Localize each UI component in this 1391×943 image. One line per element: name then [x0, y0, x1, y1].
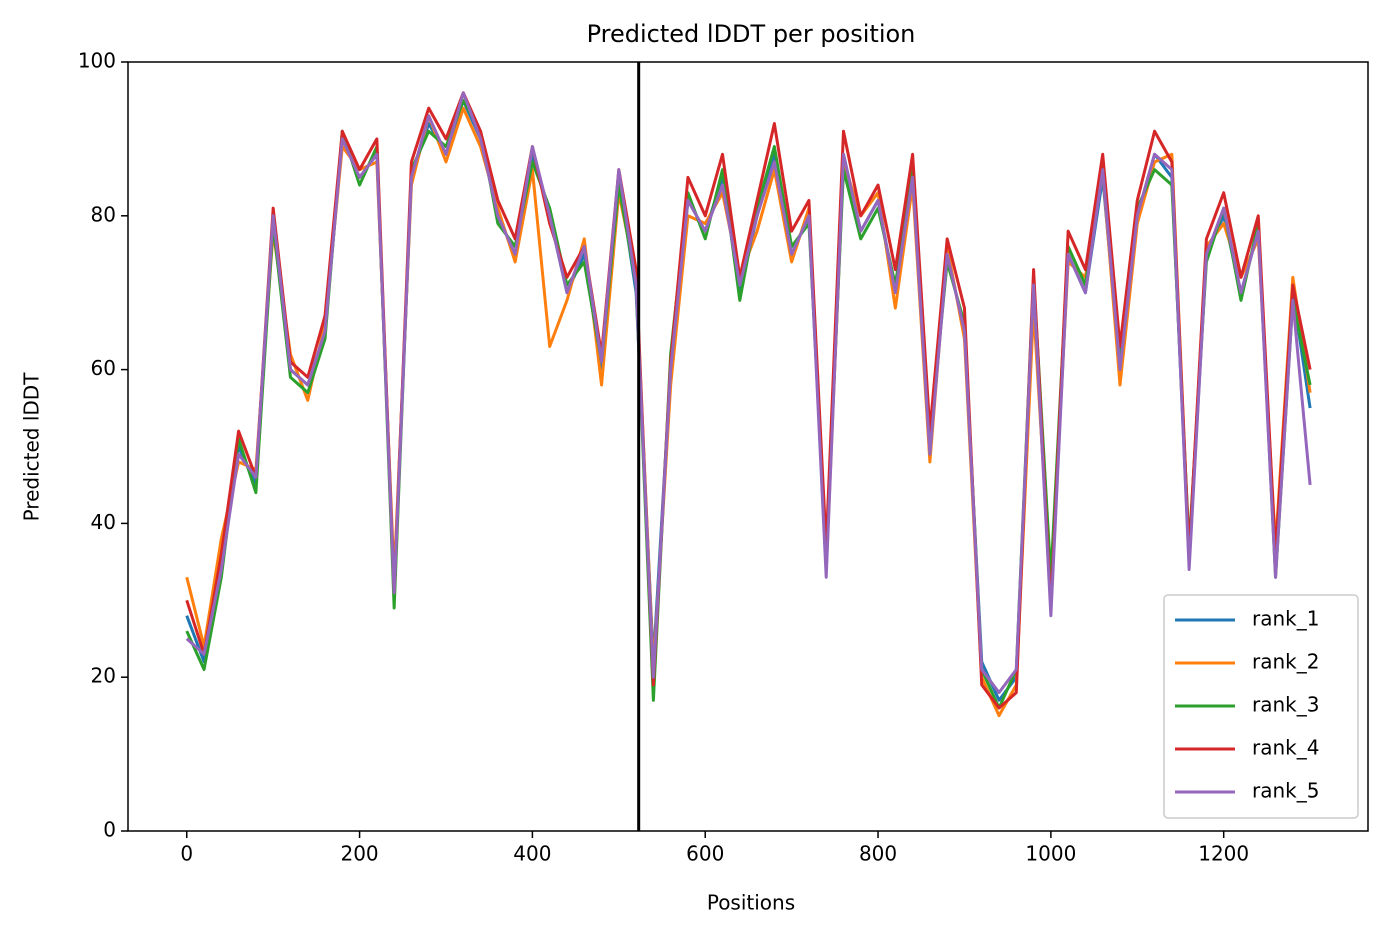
axes-frame — [127, 61, 1369, 832]
x-tick-label: 0 — [180, 842, 193, 866]
x-tick-label: 200 — [340, 842, 378, 866]
x-tick-label: 400 — [513, 842, 551, 866]
legend-label: rank_2 — [1252, 650, 1319, 674]
x-tick-label: 600 — [686, 842, 724, 866]
y-tick-label: 0 — [103, 818, 116, 842]
legend-label: rank_4 — [1252, 736, 1319, 760]
y-tick-label: 60 — [91, 356, 116, 380]
x-tick-label: 1200 — [1198, 842, 1249, 866]
chart-title: Predicted lDDT per position — [587, 20, 916, 48]
y-axis-label: Predicted lDDT — [20, 372, 44, 522]
line-series — [185, 98, 1312, 702]
x-tick-label: 1000 — [1025, 842, 1076, 866]
line-series — [185, 98, 1312, 710]
legend-label: rank_3 — [1252, 693, 1319, 717]
line-series — [185, 91, 1312, 695]
y-tick-label: 80 — [91, 202, 116, 226]
legend-label: rank_1 — [1252, 607, 1319, 631]
legend-box — [1163, 594, 1359, 819]
x-tick-label: 800 — [859, 842, 897, 866]
x-axis-label: Positions — [707, 891, 795, 915]
line-series — [185, 91, 1312, 710]
legend-label: rank_5 — [1252, 779, 1319, 803]
y-tick-label: 40 — [91, 510, 116, 534]
y-tick-label: 100 — [78, 49, 116, 73]
y-tick-label: 20 — [91, 664, 116, 688]
